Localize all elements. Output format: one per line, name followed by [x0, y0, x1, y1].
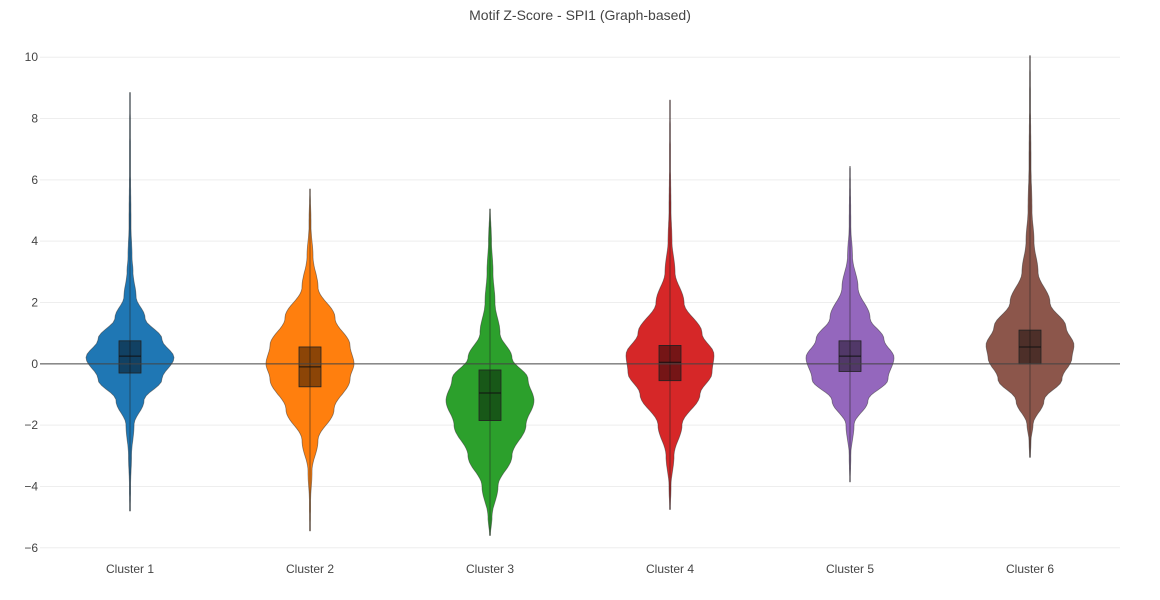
violin-6 — [985, 55, 1075, 458]
violin-4 — [625, 99, 715, 510]
y-tick-label: 2 — [31, 296, 38, 310]
violin-1 — [85, 92, 175, 512]
violin-box — [478, 369, 502, 421]
y-axis-ticks: −6 −4 −2 0 2 4 6 8 10 — [24, 50, 38, 555]
x-tick-label: Cluster 5 — [826, 562, 874, 576]
x-axis-ticks: Cluster 1 Cluster 2 Cluster 3 Cluster 4 Clus… — [106, 562, 1054, 576]
y-tick-label: −6 — [24, 541, 38, 555]
x-tick-label: Cluster 6 — [1006, 562, 1054, 576]
y-tick-label: 0 — [31, 357, 38, 371]
x-tick-label: Cluster 4 — [646, 562, 694, 576]
violin-3 — [445, 208, 535, 536]
y-tick-label: 4 — [31, 234, 38, 248]
chart-title: Motif Z-Score - SPI1 (Graph-based) — [469, 7, 691, 23]
y-tick-label: −4 — [24, 479, 38, 493]
violin-box — [118, 340, 142, 374]
y-tick-label: 10 — [25, 50, 39, 64]
violin-box — [658, 345, 682, 382]
y-tick-label: 8 — [31, 112, 38, 126]
x-tick-label: Cluster 2 — [286, 562, 334, 576]
violin-5 — [805, 166, 895, 483]
y-tick-label: −2 — [24, 418, 38, 432]
violin-2 — [265, 188, 355, 532]
x-tick-label: Cluster 3 — [466, 562, 514, 576]
violins — [40, 55, 1120, 536]
y-tick-label: 6 — [31, 173, 38, 187]
grid-lines — [40, 56, 1120, 549]
x-tick-label: Cluster 1 — [106, 562, 154, 576]
